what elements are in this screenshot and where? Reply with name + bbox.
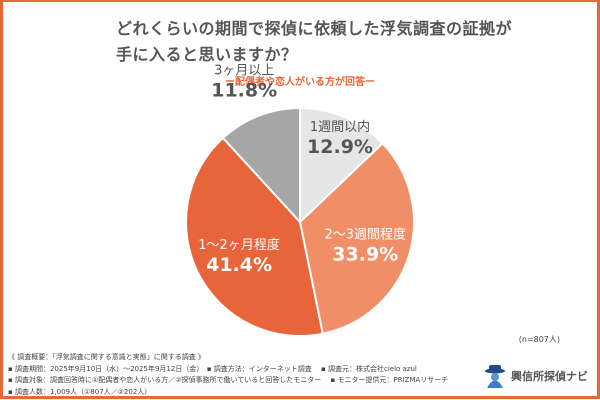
survey-overview: 《 調査概要：「浮気調査に関する意識と実態」に関する調査 》 ▪ 調査期間：20… — [8, 352, 448, 398]
chart-subtitle: ー配偶者や恋人がいる方が回答ー — [225, 77, 375, 88]
title-line-1: どれくらいの期間で探偵に依頼した浮気調査の証拠が — [116, 19, 513, 38]
overview-line: 《 調査概要：「浮気調査に関する意識と実態」に関する調査 》 — [8, 353, 205, 361]
category-label: 1〜2ヶ月程度 — [198, 237, 280, 253]
pie-slice — [221, 106, 301, 225]
value-label: 11.8% — [211, 79, 277, 101]
detective-icon — [485, 365, 505, 388]
overview-line: ▪ 調査人数：1,009人（①807人／②202人） — [8, 387, 152, 396]
value-label: 12.9% — [307, 136, 373, 158]
chart-title: どれくらいの期間で探偵に依頼した浮気調査の証拠が 手に入ると思いますか？ — [116, 16, 516, 68]
logo: 興信所探偵ナビ — [484, 364, 588, 388]
value-label: 33.9% — [332, 244, 398, 266]
category-label: 3ヶ月以上 — [214, 63, 274, 78]
pie-slice — [299, 106, 385, 225]
category-label: 2〜3週間程度 — [324, 227, 406, 243]
pie-slice — [185, 136, 324, 337]
sample-size: (n=807人) — [518, 335, 560, 344]
value-label: 41.4% — [206, 254, 272, 276]
pie-slice — [298, 142, 415, 335]
category-label: 1週間以内 — [310, 119, 370, 135]
overview-line: ▪ 調査期間：2025年9月10日（水）〜2025年9月12日（金） ▪ 調査方… — [8, 364, 417, 373]
title-line-2: 手に入ると思いますか？ — [116, 45, 298, 64]
overview-line: ▪ 調査対象：調査回答時に①配偶者や恋人がいる方／②探偵事務所で働いていると回答… — [8, 376, 449, 384]
logo-text: 興信所探偵ナビ — [511, 370, 588, 383]
